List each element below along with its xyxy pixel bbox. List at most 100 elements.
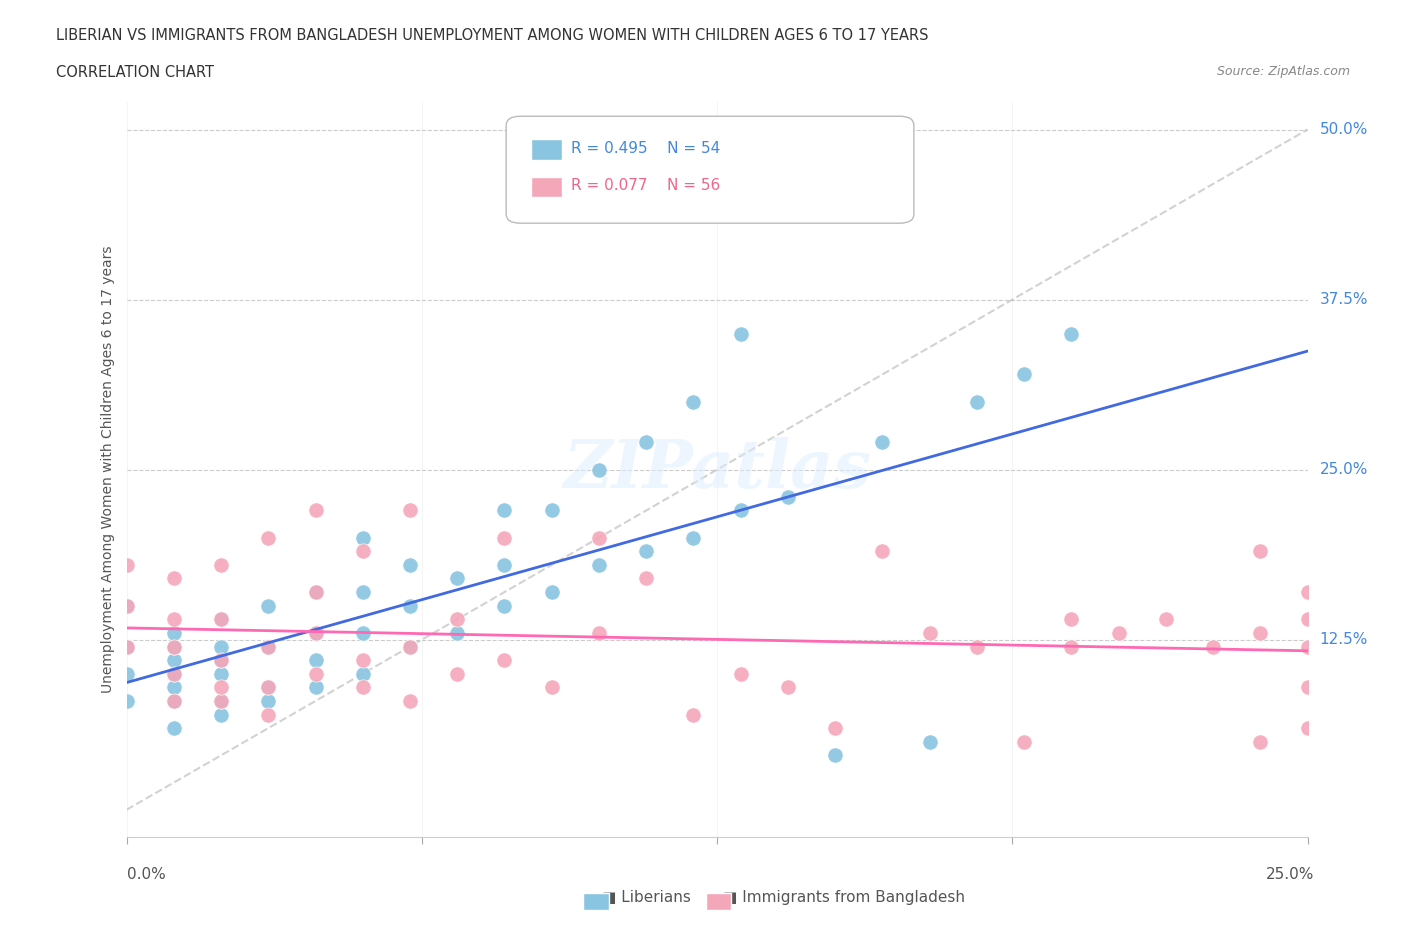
Text: ■ Immigrants from Bangladesh: ■ Immigrants from Bangladesh (723, 890, 965, 905)
Point (163, 653, 186, 668)
Point (257, 680, 280, 695)
Point (304, 585, 326, 600)
Point (540, 503, 562, 518)
Point (588, 557, 610, 572)
Point (399, 557, 422, 572)
Point (399, 598, 422, 613)
Point (494, 653, 516, 668)
Point (1296, 585, 1319, 600)
Point (1202, 639, 1225, 654)
Point (918, 626, 941, 641)
Point (399, 503, 422, 518)
Point (1249, 544, 1271, 559)
Point (636, 544, 658, 559)
Point (446, 626, 468, 641)
Point (209, 639, 232, 654)
Point (636, 435, 658, 450)
Point (209, 557, 232, 572)
Point (209, 694, 232, 709)
Point (163, 694, 186, 709)
Point (115, 639, 138, 654)
Point (163, 571, 186, 586)
Point (588, 462, 610, 477)
Point (209, 707, 232, 722)
Point (399, 639, 422, 654)
Text: ZIPatlas: ZIPatlas (564, 437, 870, 502)
Point (304, 503, 326, 518)
Text: 25.0%: 25.0% (1267, 867, 1315, 882)
Point (163, 694, 186, 709)
Point (304, 626, 326, 641)
Text: R = 0.077    N = 56: R = 0.077 N = 56 (571, 179, 720, 193)
Point (1296, 680, 1319, 695)
Point (966, 394, 988, 409)
Point (257, 694, 280, 709)
Point (257, 639, 280, 654)
Point (163, 680, 186, 695)
Point (209, 653, 232, 668)
Text: Source: ZipAtlas.com: Source: ZipAtlas.com (1216, 65, 1350, 78)
Point (1249, 626, 1271, 641)
Point (352, 680, 374, 695)
Point (1296, 721, 1319, 736)
Text: 50.0%: 50.0% (1319, 122, 1368, 137)
Point (824, 721, 846, 736)
Point (730, 326, 752, 341)
Text: ■ Liberians: ■ Liberians (602, 890, 692, 905)
Point (1012, 367, 1035, 382)
Point (115, 666, 138, 681)
Text: 37.5%: 37.5% (1319, 292, 1368, 307)
Point (494, 557, 516, 572)
Point (776, 680, 799, 695)
Point (446, 612, 468, 627)
Point (304, 680, 326, 695)
Point (352, 653, 374, 668)
Point (540, 585, 562, 600)
Point (304, 585, 326, 600)
Point (494, 503, 516, 518)
Point (352, 626, 374, 641)
Point (776, 489, 799, 504)
Point (304, 626, 326, 641)
Point (257, 598, 280, 613)
Point (730, 503, 752, 518)
Point (824, 748, 846, 763)
Point (1296, 612, 1319, 627)
Point (918, 735, 941, 750)
Point (209, 694, 232, 709)
Point (1012, 735, 1035, 750)
Point (257, 639, 280, 654)
Text: 12.5%: 12.5% (1319, 632, 1368, 647)
Point (1296, 639, 1319, 654)
Point (163, 666, 186, 681)
Point (115, 598, 138, 613)
Point (304, 666, 326, 681)
Point (209, 680, 232, 695)
Point (494, 530, 516, 545)
Point (115, 557, 138, 572)
Point (209, 653, 232, 668)
Text: LIBERIAN VS IMMIGRANTS FROM BANGLADESH UNEMPLOYMENT AMONG WOMEN WITH CHILDREN AG: LIBERIAN VS IMMIGRANTS FROM BANGLADESH U… (56, 28, 929, 43)
Point (1060, 612, 1083, 627)
Point (257, 680, 280, 695)
Point (1060, 326, 1083, 341)
Point (588, 626, 610, 641)
Point (163, 626, 186, 641)
Point (1154, 612, 1177, 627)
Point (257, 530, 280, 545)
Point (872, 544, 894, 559)
Point (446, 571, 468, 586)
Text: CORRELATION CHART: CORRELATION CHART (56, 65, 214, 80)
Text: R = 0.495    N = 54: R = 0.495 N = 54 (571, 141, 720, 156)
Point (352, 530, 374, 545)
Point (352, 666, 374, 681)
Point (399, 639, 422, 654)
Point (966, 639, 988, 654)
Point (682, 394, 704, 409)
Point (115, 639, 138, 654)
Text: 0.0%: 0.0% (127, 867, 166, 882)
Point (1060, 639, 1083, 654)
Point (352, 544, 374, 559)
Point (446, 666, 468, 681)
Point (304, 653, 326, 668)
